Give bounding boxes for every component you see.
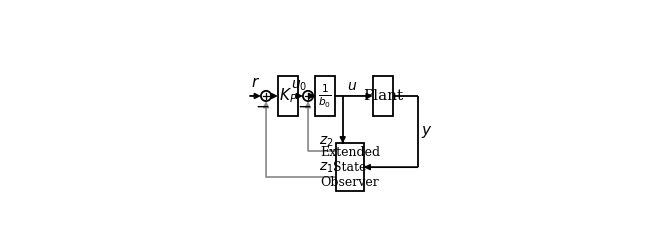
FancyBboxPatch shape	[373, 76, 393, 116]
Text: $-$: $-$	[297, 98, 311, 115]
Circle shape	[261, 91, 271, 101]
Text: Extended
State
Observer: Extended State Observer	[320, 146, 380, 189]
Text: $z_2$: $z_2$	[319, 134, 334, 149]
Text: Plant: Plant	[363, 89, 403, 103]
Text: $u$: $u$	[347, 79, 357, 93]
FancyBboxPatch shape	[315, 76, 336, 116]
Text: $u_0$: $u_0$	[291, 78, 307, 93]
Text: $r$: $r$	[251, 77, 261, 91]
Circle shape	[303, 91, 313, 101]
Text: $\frac{1}{b_0}$: $\frac{1}{b_0}$	[318, 82, 332, 110]
FancyBboxPatch shape	[336, 143, 364, 191]
Text: $K_P$: $K_P$	[279, 87, 297, 105]
Text: $-$: $-$	[255, 98, 270, 115]
Text: $y$: $y$	[421, 124, 433, 141]
FancyBboxPatch shape	[278, 76, 298, 116]
Text: $z_1$: $z_1$	[319, 161, 334, 175]
